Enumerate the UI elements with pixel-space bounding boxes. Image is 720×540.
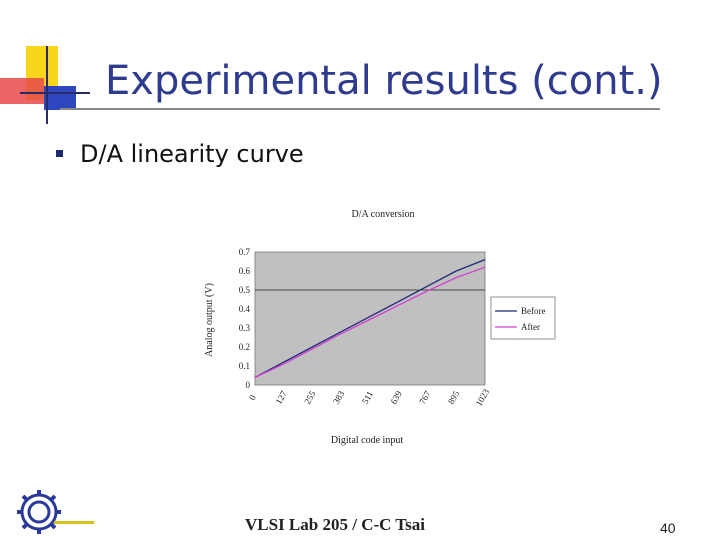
decor-blue-square (44, 86, 76, 110)
university-logo (17, 490, 94, 534)
series-line-before (254, 258, 486, 378)
title-divider (60, 108, 660, 110)
page-number: 40 (660, 520, 676, 536)
legend-label-before: Before (521, 306, 546, 316)
y-tick-label: 0.4 (239, 304, 251, 314)
plot-area (254, 251, 486, 386)
series-lines (254, 258, 486, 378)
bullet-text: D/A linearity curve (80, 140, 304, 168)
slide-title: Experimental results (cont.) (105, 58, 663, 104)
decor-red-square (0, 78, 44, 104)
x-tick-label: 0 (247, 393, 258, 402)
decor-vertical-line (46, 46, 48, 124)
series-line-after (254, 266, 486, 378)
y-tick-label: 0 (246, 380, 251, 390)
x-tick-label: 255 (302, 389, 318, 406)
x-tick-label: 383 (331, 389, 347, 406)
y-axis-label: Analog output (V) (204, 283, 215, 357)
y-tick-label: 0.1 (239, 361, 250, 371)
bullet-square-icon (56, 150, 63, 157)
x-tick-label: 511 (360, 389, 375, 405)
x-tick-label: 639 (388, 389, 404, 406)
y-tick-label: 0.7 (239, 247, 251, 257)
footer-text: VLSI Lab 205 / C-C Tsai (245, 515, 425, 534)
decor-horizontal-line (20, 92, 90, 94)
y-tick-label: 0.5 (239, 285, 251, 295)
y-tick-label: 0.2 (239, 342, 250, 352)
plot-background (254, 251, 486, 386)
x-axis-label: Digital code input (331, 435, 403, 446)
legend-box (490, 296, 556, 340)
legend: Before After (490, 296, 556, 340)
x-tick-label: 127 (273, 389, 289, 406)
chart-title: D/A conversion (351, 209, 414, 220)
x-tick-label: 895 (446, 389, 462, 406)
y-tick-label: 0.3 (239, 323, 251, 333)
legend-label-after: After (521, 322, 540, 332)
x-tick-label: 767 (417, 389, 433, 406)
x-tick-label: 1023 (474, 387, 492, 408)
da-linearity-chart: D/A conversion 0 0.1 0.2 0.3 0.4 0.5 0.6 0.7 0 12… (204, 209, 556, 446)
y-tick-label: 0.6 (239, 266, 251, 276)
